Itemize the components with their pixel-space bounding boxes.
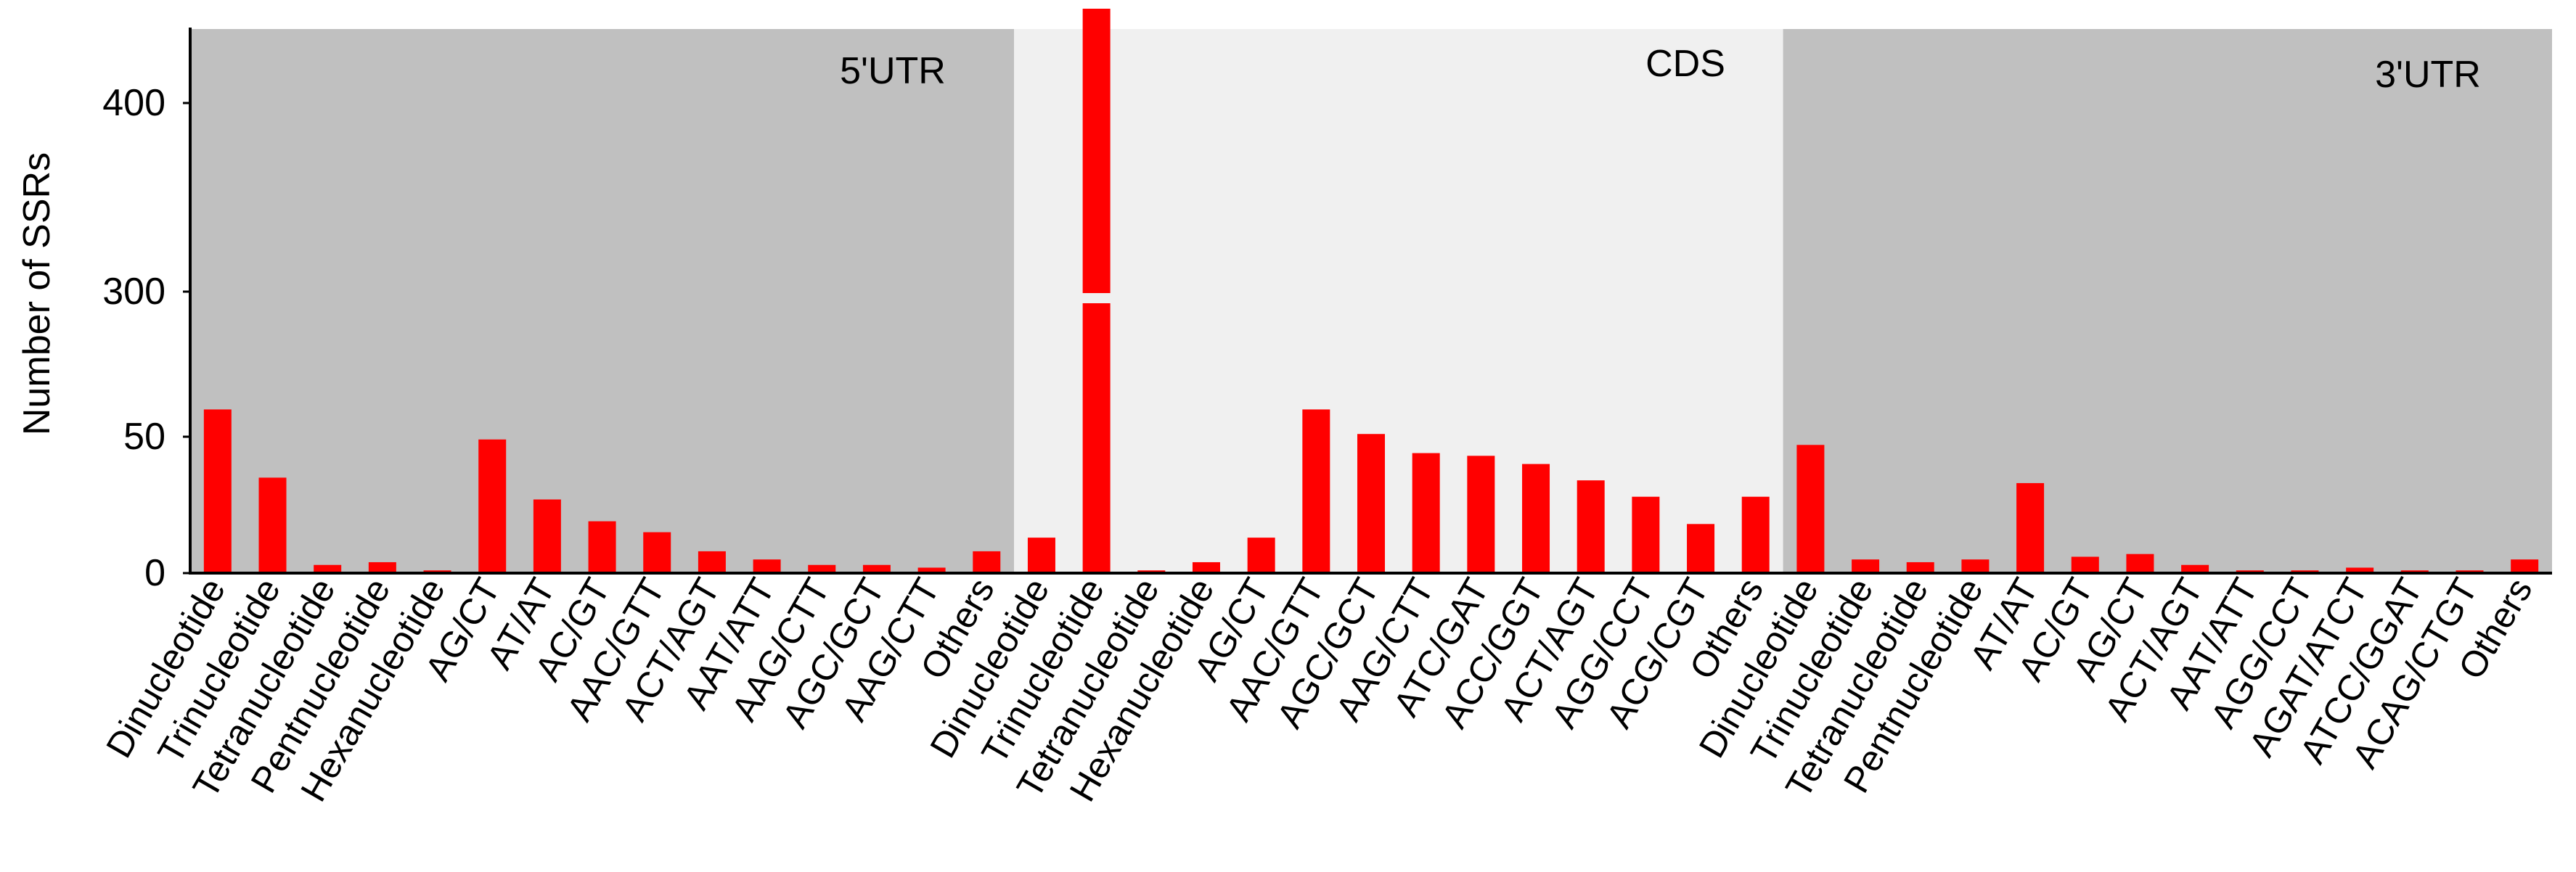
bar-28	[1741, 496, 1770, 573]
y-tick-label-0: 0	[144, 552, 165, 594]
bar-1	[258, 477, 287, 573]
bar-27	[1687, 524, 1715, 573]
bar-0	[203, 409, 232, 573]
region-background-1	[1014, 29, 1783, 573]
y-tick-label-1: 50	[123, 416, 165, 458]
bar-24	[1522, 464, 1550, 573]
bar-39	[2346, 567, 2374, 573]
bar-30	[1852, 559, 1880, 573]
bar-9	[698, 551, 726, 573]
region-labels-group: 5'UTR CDS 3'UTR	[840, 43, 2481, 96]
bar-42	[2511, 559, 2539, 573]
bar-35	[2126, 554, 2154, 573]
x-labels-group: DinucleotideTrinucleotideTetranucleotide…	[98, 572, 2540, 809]
region-background-2	[1783, 29, 2552, 573]
region-label-1: CDS	[1645, 43, 1725, 85]
bar-36	[2181, 564, 2209, 573]
bar-8	[643, 532, 671, 573]
bar-34	[2071, 556, 2099, 573]
bar-23	[1467, 456, 1495, 573]
region-background-0	[190, 29, 1015, 573]
bar-7	[588, 521, 616, 573]
region-backgrounds	[190, 29, 2552, 573]
bar-15	[1027, 538, 1055, 573]
bar-break-gap	[1081, 293, 1112, 303]
y-tick-label-3: 400	[102, 82, 165, 124]
bar-3	[368, 562, 396, 573]
bar-29	[1796, 445, 1825, 573]
bar-18	[1192, 562, 1220, 573]
bar-11	[808, 564, 836, 573]
bar-21	[1357, 434, 1385, 573]
y-axis-title: Number of SSRs	[16, 152, 58, 435]
bar-2	[314, 564, 342, 573]
bar-6	[533, 499, 561, 573]
bar-14	[973, 551, 1001, 573]
bar-5	[478, 439, 507, 573]
bar-25	[1577, 480, 1605, 573]
bar-22	[1412, 453, 1440, 573]
bar-16	[1082, 9, 1111, 573]
region-label-2: 3'UTR	[2375, 54, 2481, 96]
bar-10	[753, 559, 781, 573]
y-tick-label-2: 300	[102, 271, 165, 313]
y-ticks-group: 0 50 300 400	[102, 82, 190, 594]
bar-26	[1632, 496, 1660, 573]
bar-12	[862, 564, 891, 573]
bar-20	[1302, 409, 1330, 573]
bar-32	[1961, 559, 1990, 573]
bar-19	[1247, 538, 1275, 573]
axes-group	[189, 28, 2552, 575]
region-label-0: 5'UTR	[840, 50, 946, 92]
bars-group	[203, 9, 2539, 573]
bar-13	[917, 567, 946, 573]
bar-33	[2016, 482, 2045, 573]
bar-31	[1906, 562, 1934, 573]
